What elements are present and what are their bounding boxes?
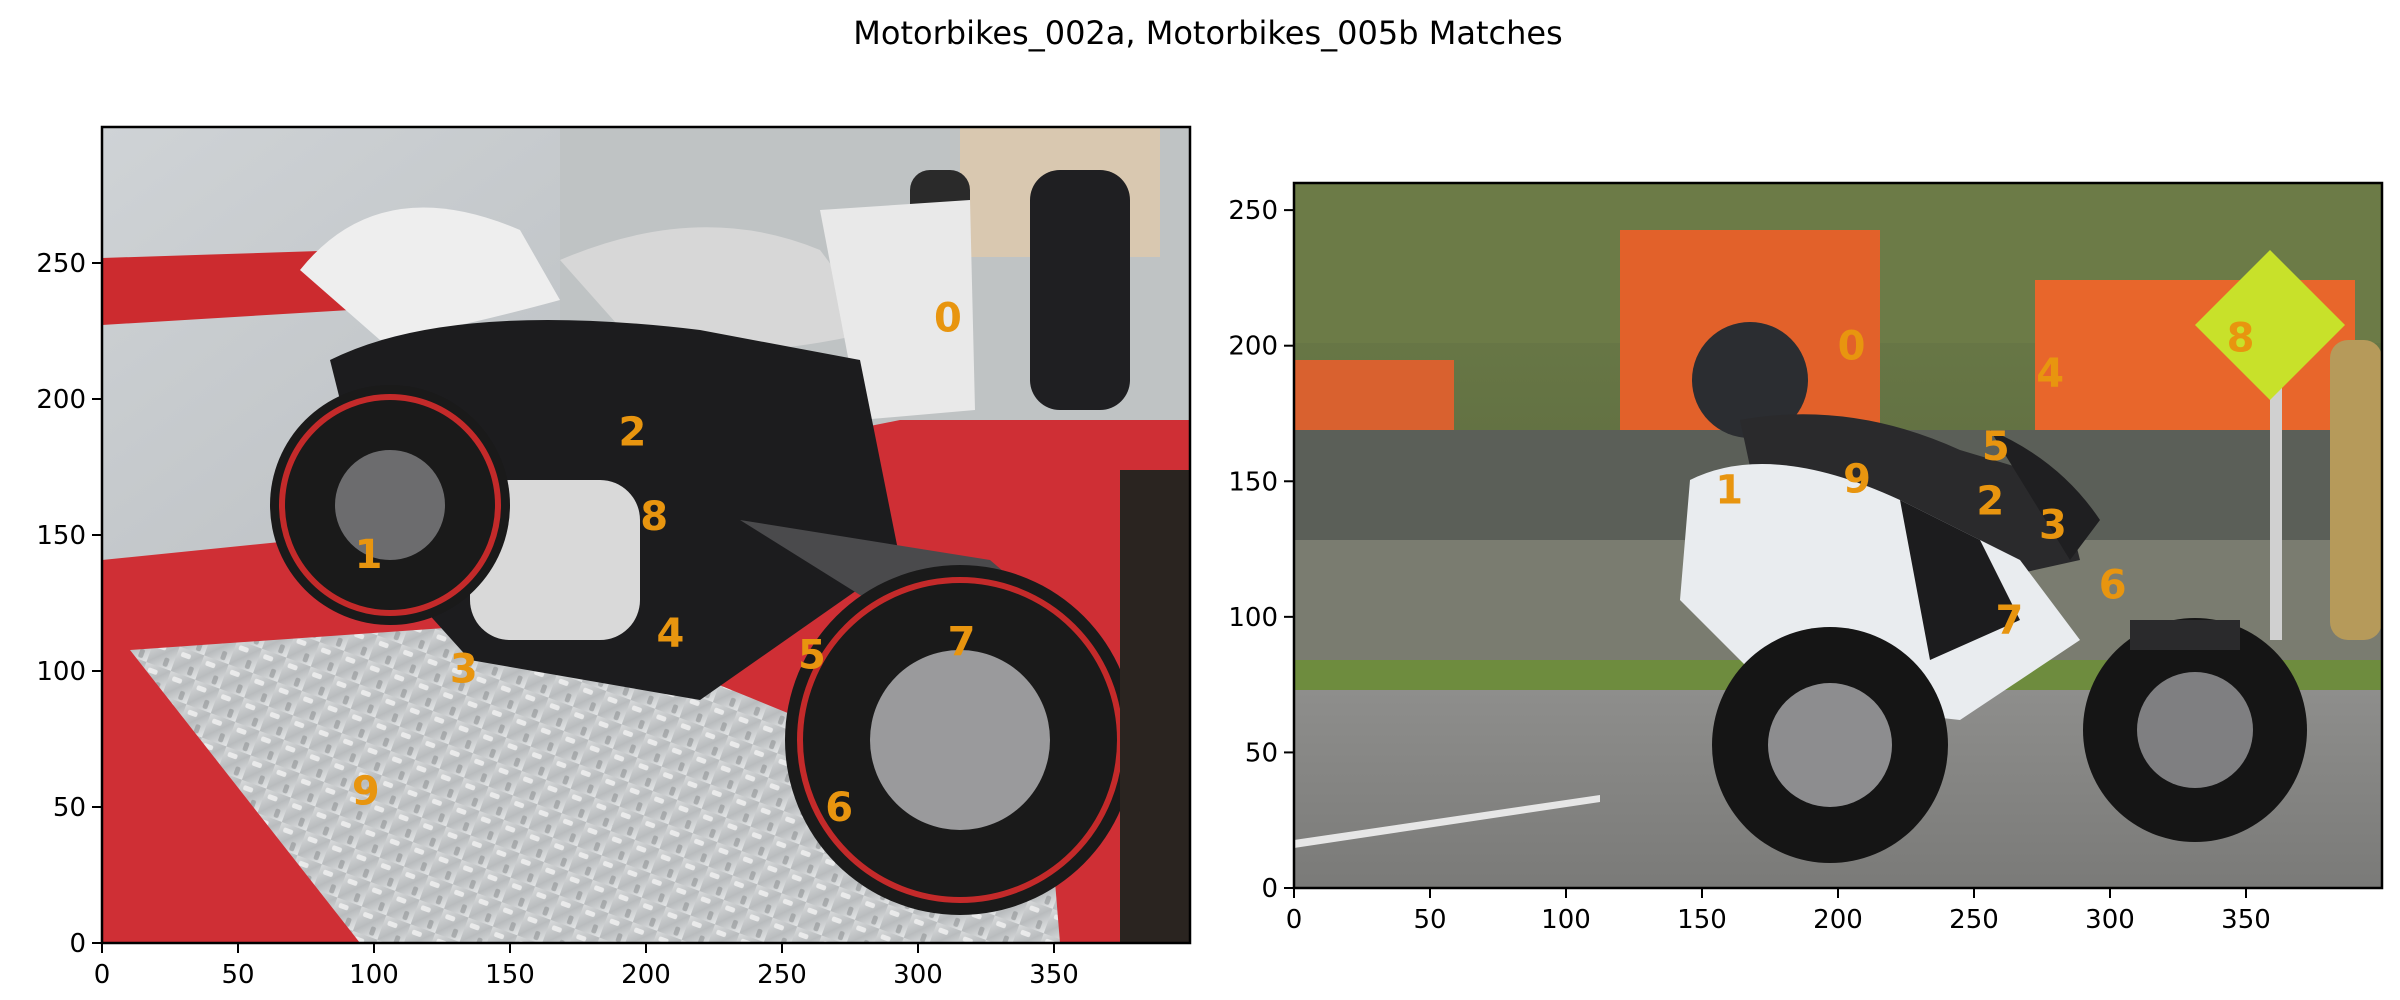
right-keypoint-7: 7	[1995, 598, 2023, 644]
right-y-tick-label: 200	[1228, 332, 1278, 362]
right-keypoint-2: 2	[1976, 478, 2004, 524]
right-x-tick-label: 0	[1286, 905, 1303, 935]
left-y-tick-label: 100	[36, 657, 86, 687]
right-x-tick-label: 250	[1949, 905, 1999, 935]
right-y-tick-label: 50	[1245, 738, 1278, 768]
left-x-tick-label: 250	[757, 960, 807, 990]
right-x-tick-label: 200	[1813, 905, 1863, 935]
left-x-tick-label: 100	[349, 960, 399, 990]
left-y-tick-label: 200	[36, 385, 86, 415]
left-keypoint-1: 1	[355, 532, 383, 578]
right-y-tick-label: 150	[1228, 467, 1278, 497]
right-keypoint-8: 8	[2227, 316, 2255, 362]
left-x-tick-label: 50	[221, 960, 254, 990]
right-keypoint-3: 3	[2039, 503, 2067, 549]
right-photo	[1294, 183, 2382, 888]
right-keypoint-9: 9	[1843, 457, 1871, 503]
left-keypoint-8: 8	[640, 494, 668, 540]
left-keypoint-0: 0	[934, 295, 962, 341]
left-photo	[102, 127, 1190, 943]
left-x-tick-label: 350	[1029, 960, 1079, 990]
left-x-tick-label: 300	[893, 960, 943, 990]
left-y-tick-label: 250	[36, 249, 86, 279]
left-y-tick-label: 0	[69, 929, 86, 959]
left-x-tick-label: 150	[485, 960, 535, 990]
right-keypoint-6: 6	[2099, 562, 2127, 608]
right-keypoint-0: 0	[1838, 324, 1866, 370]
left-y-tick-label: 50	[53, 793, 86, 823]
right-keypoint-4: 4	[2036, 351, 2064, 397]
left-keypoint-5: 5	[798, 633, 826, 679]
left-y-tick-label: 150	[36, 521, 86, 551]
left-keypoints: 0 1 2 3 4 5 6 7 8 9	[352, 295, 976, 831]
right-keypoint-5: 5	[1982, 424, 2010, 470]
right-y-tick-label: 0	[1261, 874, 1278, 904]
right-x-tick-label: 300	[2085, 905, 2135, 935]
right-x-tick-label: 350	[2221, 905, 2271, 935]
right-keypoint-1: 1	[1715, 467, 1743, 513]
left-keypoint-7: 7	[948, 619, 976, 665]
left-x-tick-label: 200	[621, 960, 671, 990]
left-image-panel: 0 50 100 150 200 250 300 350 0 50 100 150 200 250 0 1 2…	[36, 125, 1192, 990]
right-x-tick-label: 50	[1413, 905, 1446, 935]
left-keypoint-4: 4	[657, 611, 685, 657]
left-keypoint-3: 3	[450, 646, 478, 692]
left-keypoint-2: 2	[618, 410, 646, 456]
left-keypoint-6: 6	[825, 785, 853, 831]
left-x-tick-label: 0	[94, 960, 111, 990]
right-image-panel: 0 50 100 150 200 250 300 350 0 50 100 150 200 250 0 1 2…	[1228, 181, 2384, 935]
figure-title: Motorbikes_002a, Motorbikes_005b Matches	[853, 14, 1562, 52]
right-x-tick-label: 150	[1677, 905, 1727, 935]
right-y-tick-label: 100	[1228, 603, 1278, 633]
right-y-tick-label: 250	[1228, 196, 1278, 226]
left-keypoint-9: 9	[352, 769, 380, 815]
right-x-tick-label: 100	[1541, 905, 1591, 935]
